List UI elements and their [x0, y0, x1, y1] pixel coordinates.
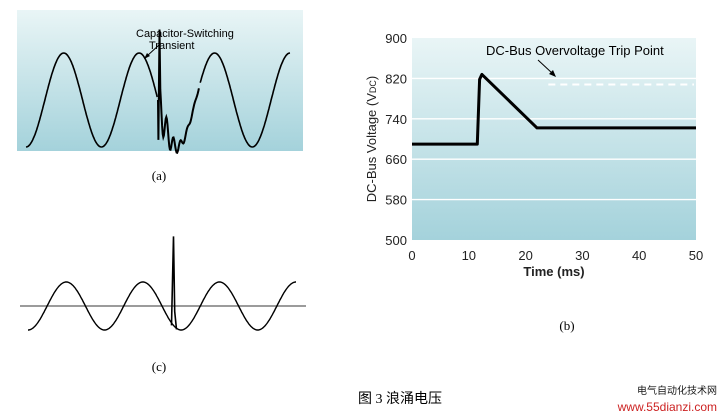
chart-c-label: (c) [152, 359, 166, 374]
chart-b-trip-point-label: DC-Bus Overvoltage Trip Point [486, 43, 664, 58]
chart-b-y-axis-label-main: DC-Bus Voltage (V [364, 93, 379, 202]
chart-b-y-tick-820: 820 [385, 71, 407, 86]
chart-b-annotation-arrow [537, 59, 553, 74]
chart-a-annotation-arrow [146, 44, 160, 57]
chart-a-annotation-arrowhead [144, 53, 150, 59]
chart-a-label: (a) [152, 168, 166, 183]
chart-b-x-tick-labels: 0 10 20 30 40 50 [408, 248, 703, 263]
chart-b-annotation-arrowhead [549, 70, 556, 77]
chart-b-x-tick-10: 10 [462, 248, 476, 263]
chart-b-y-axis-label-sub: DC [368, 80, 378, 93]
chart-b-y-tick-900: 900 [385, 31, 407, 46]
chart-b-y-tick-580: 580 [385, 193, 407, 208]
chart-b-plot-area [412, 38, 696, 240]
chart-b-x-tick-40: 40 [632, 248, 646, 263]
chart-a-annotation-line-2: Transient [149, 40, 194, 52]
watermark-line-1: 电气自动化技术网 [637, 384, 717, 397]
chart-b-y-tick-740: 740 [385, 112, 407, 127]
chart-b-x-tick-50: 50 [689, 248, 703, 263]
chart-b: DC-Bus Overvoltage Trip Point 5005806607… [364, 31, 703, 333]
chart-c-sine-wave [28, 281, 296, 331]
watermark-line-2: www.55dianzi.com [617, 400, 717, 414]
chart-b-series-line [412, 72, 696, 146]
chart-a: Capacitor-Switching Transient (a) [17, 10, 303, 183]
chart-b-x-tick-30: 30 [575, 248, 589, 263]
chart-b-x-tick-0: 0 [408, 248, 415, 263]
chart-b-gridlines [412, 77, 696, 201]
chart-b-x-tick-20: 20 [518, 248, 532, 263]
chart-b-x-axis-label: Time (ms) [523, 264, 584, 279]
chart-a-sine-wave [25, 52, 291, 148]
chart-b-y-tick-labels: 500 580 660 740 820 900 [385, 31, 407, 248]
chart-c: (c) [20, 236, 306, 374]
chart-b-label: (b) [559, 318, 574, 333]
chart-b-y-axis-label-end: ) [364, 76, 379, 80]
chart-b-y-tick-500: 500 [385, 233, 407, 248]
chart-b-y-axis-label: DC-Bus Voltage (VDC) [364, 76, 379, 202]
figure-caption: 图 3 浪涌电压 [358, 391, 442, 407]
chart-a-transient-spike [157, 29, 200, 155]
chart-c-voltage-spike [170, 236, 178, 330]
chart-a-annotation-line-1: Capacitor-Switching [136, 28, 234, 40]
chart-b-y-tick-660: 660 [385, 152, 407, 167]
